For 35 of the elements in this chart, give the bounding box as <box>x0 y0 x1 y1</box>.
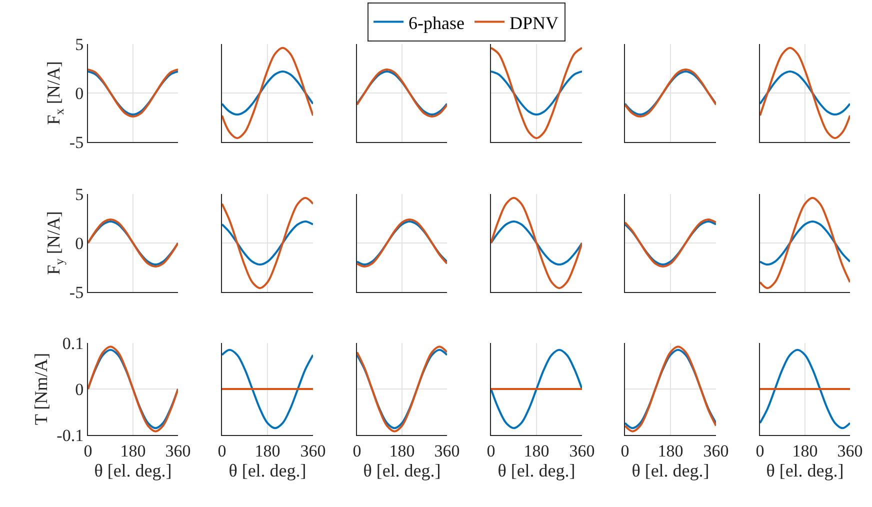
x-axis-title: θ [el. deg.] <box>94 460 172 480</box>
x-tick-label: 0 <box>756 441 764 460</box>
legend-label: 6-phase <box>408 12 465 33</box>
x-tick-label: 360 <box>837 441 863 460</box>
x-tick-label: 0 <box>486 441 496 460</box>
y-tick-label: -0.1 <box>56 426 84 445</box>
x-tick-label: 360 <box>703 441 729 460</box>
x-tick-label: 180 <box>389 441 415 460</box>
x-tick-label: 0 <box>218 441 226 460</box>
y-tick-label: 0.1 <box>62 334 84 353</box>
x-tick-label: 180 <box>792 441 818 460</box>
y-tick-label: 0 <box>75 380 84 399</box>
x-tick-label: 180 <box>658 441 684 460</box>
x-tick-label: 360 <box>569 441 595 460</box>
legend-label: DPNV <box>510 12 559 33</box>
y-tick-label: 0 <box>75 234 84 253</box>
x-tick-label: 0 <box>352 441 362 460</box>
x-tick-label: 180 <box>120 441 146 460</box>
y-tick-label: -5 <box>69 132 84 152</box>
x-axis-title: θ [el. deg.] <box>363 460 441 480</box>
x-tick-label: 180 <box>254 441 280 460</box>
y-tick-label: 5 <box>75 34 84 54</box>
x-tick-label: 180 <box>524 441 550 460</box>
x-tick-label: 360 <box>165 441 191 460</box>
x-tick-label: 0 <box>620 441 630 460</box>
x-axis-title: θ [el. deg.] <box>766 460 844 480</box>
x-tick-label: 360 <box>434 441 460 460</box>
x-axis-title: θ [el. deg.] <box>228 460 306 480</box>
x-axis-title: θ [el. deg.] <box>632 460 710 480</box>
y-tick-label: -5 <box>69 282 84 302</box>
x-axis-title: θ [el. deg.] <box>498 460 576 480</box>
y-axis-title: T [Nm/A] <box>30 352 51 426</box>
y-tick-label: 5 <box>75 184 84 204</box>
x-tick-label: 360 <box>300 441 326 460</box>
y-tick-label: 0 <box>75 84 84 103</box>
